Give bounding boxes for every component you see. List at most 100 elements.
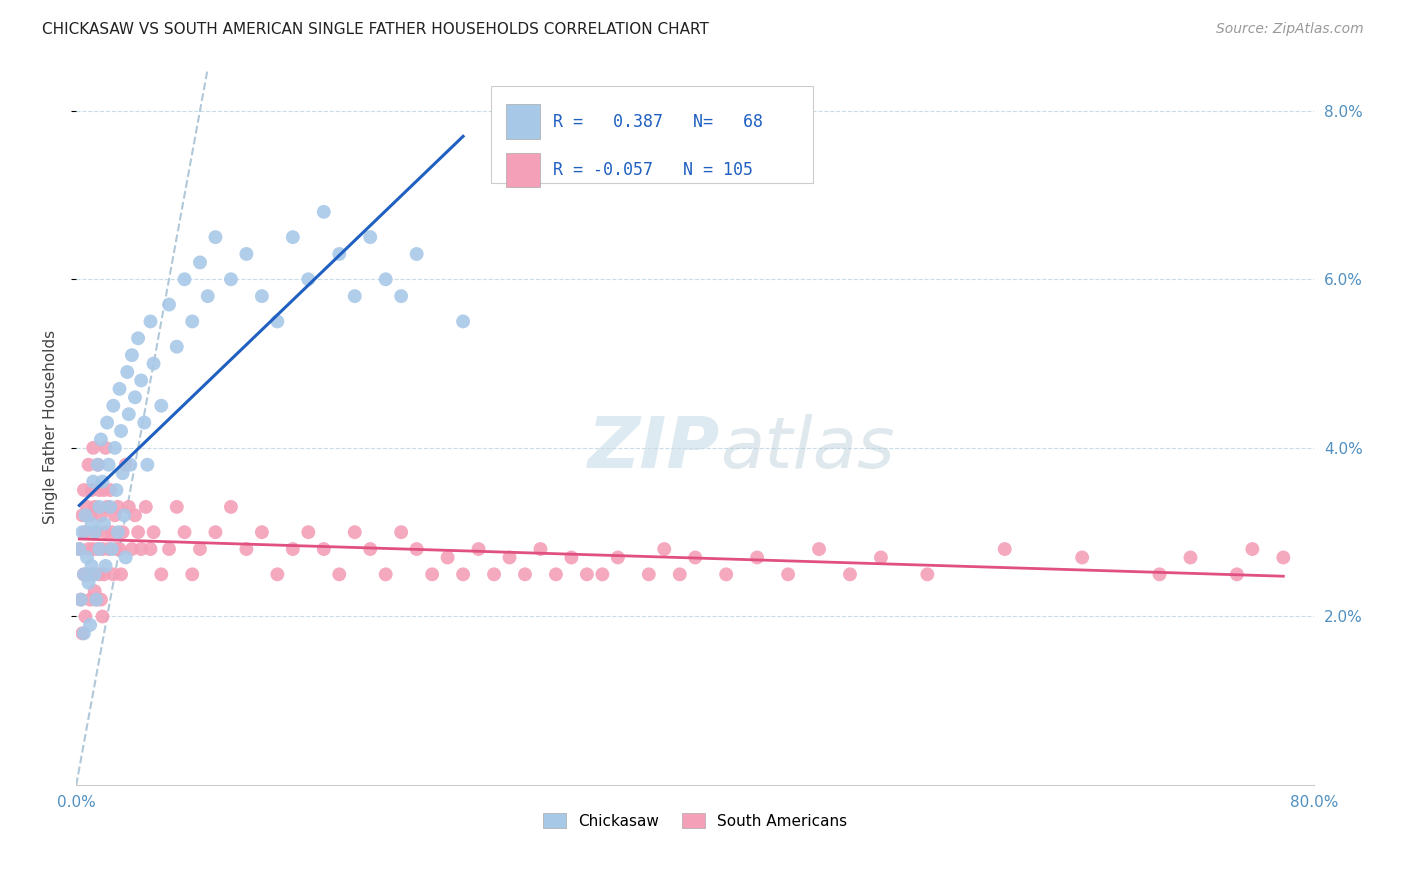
Point [451, 567, 474, 582]
Point [652, 542, 675, 557]
Point [107, 525, 129, 540]
FancyBboxPatch shape [491, 87, 813, 183]
Point [82, 475, 104, 489]
Point [359, 230, 381, 244]
Point [89, 542, 111, 557]
Point [118, 500, 141, 514]
Point [79, 618, 101, 632]
Point [91, 542, 114, 557]
Point [114, 550, 136, 565]
Point [69, 592, 91, 607]
Point [80, 483, 103, 497]
Point [97, 458, 120, 472]
Point [173, 525, 195, 540]
Point [134, 416, 156, 430]
Point [93, 567, 115, 582]
Point [150, 567, 173, 582]
Point [87, 458, 110, 472]
Point [297, 272, 319, 286]
Point [127, 331, 149, 345]
Point [124, 390, 146, 404]
Point [111, 525, 134, 540]
Point [250, 289, 273, 303]
Point [250, 525, 273, 540]
Point [1241, 542, 1264, 557]
Point [83, 584, 105, 599]
Point [110, 567, 132, 582]
Point [79, 592, 101, 607]
Point [77, 575, 100, 590]
Point [181, 567, 204, 582]
Point [96, 416, 118, 430]
Text: CHICKASAW VS SOUTH AMERICAN SINGLE FATHER HOUSEHOLDS CORRELATION CHART: CHICKASAW VS SOUTH AMERICAN SINGLE FATHE… [42, 22, 709, 37]
Point [683, 550, 706, 565]
Point [73, 483, 96, 497]
Point [166, 340, 188, 354]
Point [91, 609, 114, 624]
Point [219, 500, 242, 514]
FancyBboxPatch shape [506, 153, 540, 187]
Point [1180, 550, 1202, 565]
Point [235, 247, 257, 261]
Point [98, 500, 121, 514]
Point [84, 592, 107, 607]
Point [90, 592, 112, 607]
Point [121, 542, 143, 557]
Point [150, 399, 173, 413]
Point [312, 204, 335, 219]
Point [606, 550, 628, 565]
Point [142, 357, 165, 371]
Point [1071, 550, 1094, 565]
Point [96, 500, 118, 514]
Point [89, 483, 111, 497]
Point [343, 289, 366, 303]
Text: atlas: atlas [720, 414, 894, 483]
FancyBboxPatch shape [506, 104, 540, 139]
Point [94, 525, 117, 540]
Point [994, 542, 1017, 557]
Point [328, 567, 350, 582]
Point [1226, 567, 1249, 582]
Point [121, 348, 143, 362]
Y-axis label: Single Father Households: Single Father Households [44, 330, 58, 524]
Point [100, 525, 122, 540]
Point [266, 314, 288, 328]
Point [157, 297, 180, 311]
Point [498, 550, 520, 565]
Point [89, 500, 111, 514]
Point [83, 567, 105, 582]
Point [529, 542, 551, 557]
Point [118, 407, 141, 421]
Legend: Chickasaw, South Americans: Chickasaw, South Americans [537, 806, 853, 835]
Point [129, 542, 152, 557]
Point [808, 542, 831, 557]
Point [83, 500, 105, 514]
Point [157, 542, 180, 557]
Point [108, 542, 131, 557]
Point [67, 542, 90, 557]
Point [77, 458, 100, 472]
Point [72, 508, 94, 523]
Point [235, 542, 257, 557]
Point [84, 592, 107, 607]
Point [188, 255, 211, 269]
Point [747, 550, 769, 565]
Point [778, 567, 800, 582]
Point [436, 550, 458, 565]
Point [90, 433, 112, 447]
Point [405, 542, 427, 557]
Point [389, 525, 412, 540]
Point [166, 500, 188, 514]
Point [312, 542, 335, 557]
Text: ZIP: ZIP [588, 414, 720, 483]
Point [127, 525, 149, 540]
Point [82, 542, 104, 557]
Point [575, 567, 598, 582]
Point [103, 567, 125, 582]
Point [374, 567, 396, 582]
Point [80, 516, 103, 531]
Point [668, 567, 690, 582]
Point [204, 525, 226, 540]
Point [75, 609, 97, 624]
Point [104, 508, 127, 523]
